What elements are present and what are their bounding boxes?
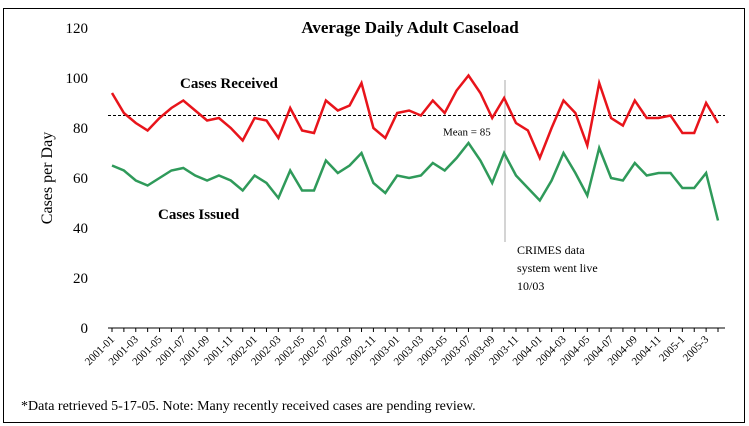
series-line bbox=[111, 140, 720, 221]
mean-label: Mean = 85 bbox=[443, 127, 491, 139]
annotation: CRIMES data bbox=[517, 243, 585, 257]
series-line bbox=[110, 73, 720, 162]
chart-title: Average Daily Adult Caseload bbox=[301, 18, 519, 37]
annotation: system went live bbox=[517, 261, 598, 275]
y-tick-label: 0 bbox=[81, 321, 89, 337]
annotation: 10/03 bbox=[517, 279, 544, 293]
footnote: *Data retrieved 5-17-05. Note: Many rece… bbox=[21, 399, 476, 414]
x-tick-label: 2005-1 bbox=[657, 334, 688, 365]
chart-border bbox=[3, 8, 745, 423]
y-tick-label: 120 bbox=[66, 21, 89, 37]
y-axis-label: Cases per Day bbox=[39, 132, 56, 224]
x-tick-label: 2005-3 bbox=[681, 333, 712, 364]
y-tick-label: 100 bbox=[66, 71, 89, 87]
y-tick-label: 40 bbox=[73, 221, 88, 237]
series-label: Cases Received bbox=[180, 76, 279, 92]
y-tick-label: 60 bbox=[73, 171, 88, 187]
y-tick-label: 20 bbox=[73, 271, 88, 287]
y-tick-label: 80 bbox=[73, 121, 88, 137]
series-label: Cases Issued bbox=[158, 207, 240, 223]
